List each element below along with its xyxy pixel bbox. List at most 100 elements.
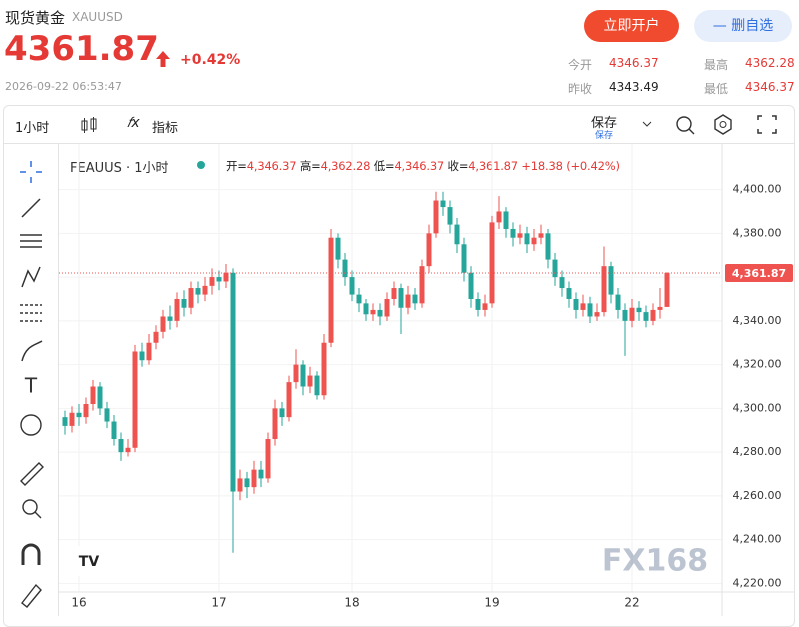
candle-body [622,309,628,321]
y-tick-label: 4,220.00 [733,576,782,589]
candle-body [69,412,75,426]
candle-body [643,312,649,321]
candle-body [188,288,194,308]
candle-body [286,382,292,418]
y-tick-label: 4,280.00 [733,445,782,458]
candle-body [279,408,285,418]
candle-body [167,316,173,321]
candle-body [209,277,215,286]
ohlc-label: 高= [299,159,321,173]
candle-body [223,272,229,282]
candle-body [657,306,663,310]
status-dot [197,161,205,169]
stat-label: 最高 [704,58,729,72]
candle-body [181,298,187,308]
ohlc-label: 低= [373,159,395,173]
interval-button[interactable]: 1小时 [15,121,50,136]
candle-body [377,309,383,317]
drawing-tools: T [20,161,44,608]
candle-body [531,237,537,245]
candle-body [405,294,411,308]
candle-body [664,273,670,307]
candle-body [132,351,138,448]
candle-body [426,233,432,267]
candle-body [524,233,530,245]
candle-body [328,237,334,343]
candle-body [503,211,509,229]
candle-body [97,386,103,409]
candle-body [629,307,635,321]
chart-type-icon[interactable] [80,116,98,136]
candle-body [601,266,607,313]
ohlc-value: 4,361.87 [468,159,518,173]
candle-body [475,298,481,310]
tv-logo: TV [79,554,100,570]
stat-value: 4362.28 [745,56,795,70]
candle-body [160,316,166,332]
candle-body [258,469,264,479]
candle-body [356,294,362,304]
ohlc-value: 4,346.37 [394,159,445,173]
candle-body [349,277,355,295]
candle-body [321,342,327,396]
candle-body [83,404,89,418]
candle-body [244,478,250,488]
candle-body [580,303,586,310]
candle-body [125,447,131,453]
candle-body [552,259,558,278]
x-tick-label: 16 [71,596,86,610]
save-button[interactable]: 保存 [591,116,618,131]
ohlc-label: 开= [226,159,247,173]
remove-watch-label: 删自选 [731,18,774,34]
candle-body [111,421,117,440]
candle-body [76,412,82,418]
last-price-label: 4,361.87 [732,267,786,280]
candle-body [482,303,488,310]
stat-label: 最低 [704,82,729,96]
candle-body [517,233,523,238]
x-tick-label: 22 [624,596,639,610]
change: +0.42% [180,52,241,68]
sidebar-divider [58,144,59,616]
candle-body [90,386,96,405]
toolbar-icons [676,114,777,135]
candle-body [538,233,544,238]
candle-body [363,303,369,315]
candle-body [314,375,320,396]
candle-body [342,259,348,278]
candle-body [608,266,614,295]
candle-body [195,288,201,295]
candle-body [335,237,341,260]
candle-body [573,298,579,310]
chevron[interactable] [640,117,654,131]
candle-body [545,233,551,260]
candle-body [237,478,243,492]
fx-icon[interactable]: 𝑓x [127,115,140,131]
stat-value: 4346.37 [745,80,795,94]
stat-value: 4346.37 [609,56,659,70]
candle-body [636,307,642,313]
y-tick-label: 4,240.00 [733,533,782,546]
candle-body [454,224,460,245]
indicators-button[interactable]: 指标 [152,121,179,136]
candle-body [447,207,453,225]
legend-symbol: FEAUUS · 1小时 [70,161,169,176]
candle-body [461,244,467,273]
candle-body [139,351,145,361]
candle-body [440,200,446,208]
candle-body [419,266,425,304]
y-tick-label: 4,400.00 [733,183,782,196]
symbol: XAUUSD [72,10,123,24]
ohlc-value: 4,346.37 [246,159,297,173]
candle-body [370,309,376,315]
remove-watch-button[interactable]: — 删自选 [694,10,792,42]
open-account-button[interactable]: 立即开户 [584,10,679,42]
y-tick-label: 4,260.00 [733,489,782,502]
candle-body [650,309,656,321]
save-sub: 保存 [595,131,614,141]
ohlc-label: 收= [447,159,469,173]
title: 现货黄金 [5,9,66,27]
candle-body [510,228,516,238]
